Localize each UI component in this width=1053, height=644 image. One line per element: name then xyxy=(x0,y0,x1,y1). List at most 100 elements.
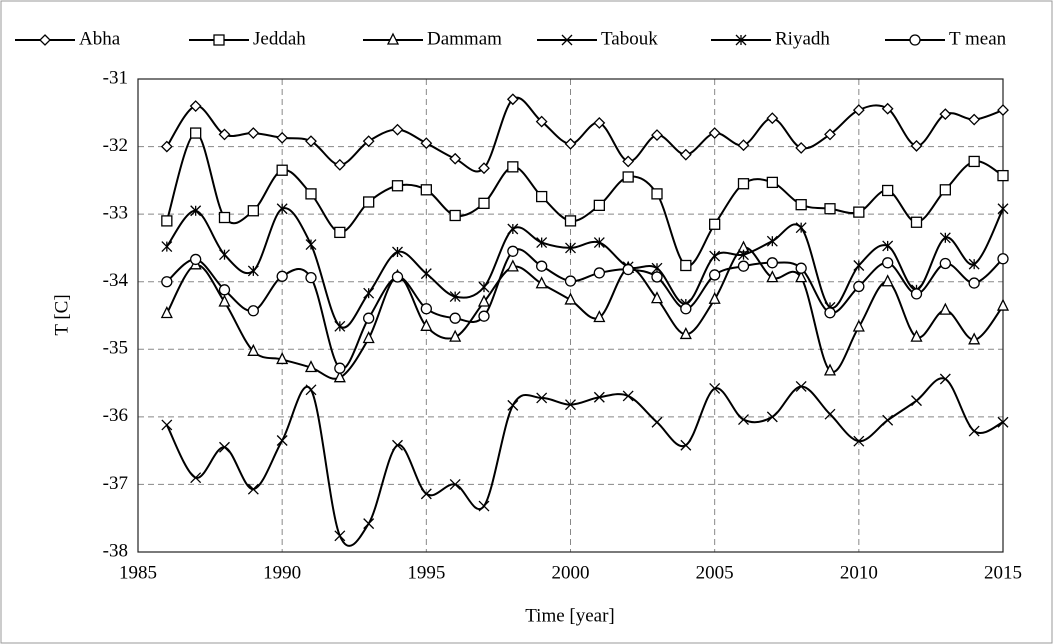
marker-shape xyxy=(161,419,173,431)
marker xyxy=(795,199,807,211)
marker-shape xyxy=(449,478,461,490)
marker xyxy=(536,190,548,203)
marker xyxy=(276,270,288,282)
marker xyxy=(882,184,894,197)
marker xyxy=(564,292,577,305)
marker xyxy=(218,128,231,141)
marker-shape xyxy=(679,148,692,161)
marker xyxy=(363,287,375,299)
marker-shape xyxy=(564,275,577,287)
marker-shape xyxy=(507,399,519,411)
marker xyxy=(391,271,404,283)
marker xyxy=(449,291,461,303)
marker xyxy=(386,32,400,45)
marker-shape xyxy=(565,399,576,411)
marker-shape xyxy=(161,276,173,288)
y-tick-label: -31 xyxy=(103,67,128,88)
marker-shape xyxy=(622,263,634,276)
marker xyxy=(795,270,808,283)
marker xyxy=(824,408,836,420)
y-tick-label: -33 xyxy=(103,203,128,224)
marker-shape xyxy=(968,277,980,289)
marker-shape xyxy=(362,331,375,344)
marker-shape xyxy=(651,188,663,200)
marker-shape xyxy=(622,171,634,183)
marker-shape xyxy=(363,196,375,208)
marker xyxy=(160,306,173,319)
marker xyxy=(334,362,346,374)
marker-shape xyxy=(738,414,749,426)
marker xyxy=(910,329,923,342)
marker-shape xyxy=(882,414,894,426)
marker xyxy=(219,441,230,453)
marker xyxy=(823,363,837,376)
marker-shape xyxy=(506,93,519,106)
marker xyxy=(160,140,173,153)
marker-shape xyxy=(160,140,173,153)
marker-shape xyxy=(161,215,173,227)
marker-shape xyxy=(709,269,721,281)
x-tick-label: 2005 xyxy=(696,562,734,583)
marker xyxy=(622,171,634,183)
marker xyxy=(709,383,721,394)
marker xyxy=(276,435,288,446)
marker xyxy=(593,199,605,212)
marker xyxy=(276,351,289,365)
marker-shape xyxy=(449,312,461,324)
marker xyxy=(853,260,865,271)
marker-shape xyxy=(795,380,807,392)
marker xyxy=(333,158,346,171)
marker-shape xyxy=(219,441,230,453)
marker-shape xyxy=(795,142,808,154)
marker-shape xyxy=(305,135,317,148)
marker xyxy=(305,188,317,200)
marker-shape xyxy=(392,439,403,451)
marker xyxy=(304,360,318,373)
marker-shape xyxy=(651,416,663,428)
marker xyxy=(213,34,225,46)
marker-shape xyxy=(997,169,1009,182)
marker-shape xyxy=(766,411,778,423)
marker xyxy=(651,416,663,428)
marker xyxy=(565,399,576,411)
legend-label: Riyadh xyxy=(775,28,830,49)
marker-shape xyxy=(939,302,952,315)
marker-shape xyxy=(305,272,317,284)
marker xyxy=(276,131,289,144)
x-tick-label: 1995 xyxy=(407,562,445,583)
marker xyxy=(651,129,663,142)
marker xyxy=(161,215,173,227)
marker xyxy=(766,257,778,269)
marker-shape xyxy=(593,117,606,129)
marker-shape xyxy=(680,259,692,272)
marker-shape xyxy=(247,343,260,356)
marker xyxy=(766,112,779,125)
marker xyxy=(564,215,577,227)
marker xyxy=(536,392,548,404)
marker-shape xyxy=(507,245,519,257)
marker xyxy=(651,188,663,200)
marker-shape xyxy=(852,319,865,332)
legend-label: Tabouk xyxy=(601,28,658,49)
marker xyxy=(218,294,231,307)
marker xyxy=(161,276,173,288)
marker-shape xyxy=(824,307,836,319)
marker xyxy=(247,265,259,277)
marker xyxy=(449,329,462,342)
marker-shape xyxy=(823,363,837,376)
marker-shape xyxy=(766,176,778,189)
marker-shape xyxy=(247,205,259,217)
marker-shape xyxy=(939,257,951,270)
marker-shape xyxy=(449,209,461,222)
marker xyxy=(276,203,288,215)
marker xyxy=(882,257,894,269)
marker-shape xyxy=(824,203,836,215)
marker xyxy=(709,250,721,262)
marker-shape xyxy=(795,199,807,211)
marker xyxy=(420,268,432,280)
marker xyxy=(680,303,692,315)
marker-shape xyxy=(362,135,375,148)
marker xyxy=(190,472,202,484)
marker xyxy=(997,253,1009,265)
marker xyxy=(565,242,576,254)
